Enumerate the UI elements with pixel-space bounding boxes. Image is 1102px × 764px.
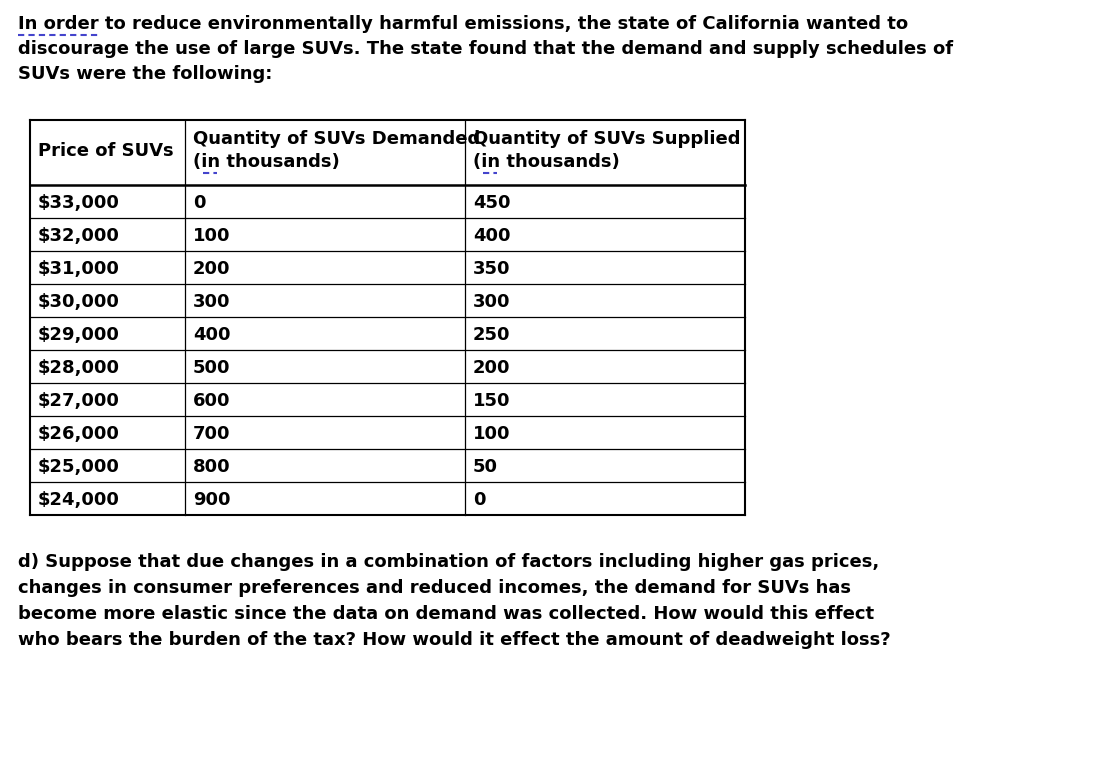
Text: $27,000: $27,000 bbox=[37, 392, 120, 410]
Text: 100: 100 bbox=[473, 425, 510, 443]
Text: (in thousands): (in thousands) bbox=[193, 153, 339, 171]
Text: 200: 200 bbox=[473, 359, 510, 377]
Text: $24,000: $24,000 bbox=[37, 491, 120, 509]
Text: 50: 50 bbox=[473, 458, 498, 476]
Text: 500: 500 bbox=[193, 359, 230, 377]
Text: $30,000: $30,000 bbox=[37, 293, 120, 311]
Text: $29,000: $29,000 bbox=[37, 326, 120, 344]
Text: $28,000: $28,000 bbox=[37, 359, 120, 377]
Text: 900: 900 bbox=[193, 491, 230, 509]
Text: 250: 250 bbox=[473, 326, 510, 344]
Text: 0: 0 bbox=[473, 491, 486, 509]
Text: 400: 400 bbox=[193, 326, 230, 344]
Text: (in thousands): (in thousands) bbox=[473, 153, 619, 171]
Text: Quantity of SUVs Supplied: Quantity of SUVs Supplied bbox=[473, 130, 741, 148]
Text: 0: 0 bbox=[193, 194, 205, 212]
Text: 400: 400 bbox=[473, 227, 510, 245]
Text: 800: 800 bbox=[193, 458, 230, 476]
Text: 300: 300 bbox=[473, 293, 510, 311]
Text: 350: 350 bbox=[473, 260, 510, 278]
Text: 600: 600 bbox=[193, 392, 230, 410]
Text: $33,000: $33,000 bbox=[37, 194, 120, 212]
Text: 200: 200 bbox=[193, 260, 230, 278]
Text: $26,000: $26,000 bbox=[37, 425, 120, 443]
Text: SUVs were the following:: SUVs were the following: bbox=[18, 65, 272, 83]
Text: changes in consumer preferences and reduced incomes, the demand for SUVs has: changes in consumer preferences and redu… bbox=[18, 579, 851, 597]
Text: discourage the use of large SUVs. The state found that the demand and supply sch: discourage the use of large SUVs. The st… bbox=[18, 40, 953, 58]
Text: become more elastic since the data on demand was collected. How would this effec: become more elastic since the data on de… bbox=[18, 605, 874, 623]
Text: Price of SUVs: Price of SUVs bbox=[37, 142, 174, 160]
Text: $25,000: $25,000 bbox=[37, 458, 120, 476]
Text: Quantity of SUVs Demanded: Quantity of SUVs Demanded bbox=[193, 130, 480, 148]
Text: 150: 150 bbox=[473, 392, 510, 410]
Text: d) Suppose that due changes in a combination of factors including higher gas pri: d) Suppose that due changes in a combina… bbox=[18, 553, 879, 571]
Text: 700: 700 bbox=[193, 425, 230, 443]
Text: 100: 100 bbox=[193, 227, 230, 245]
Text: 300: 300 bbox=[193, 293, 230, 311]
Text: In order to reduce environmentally harmful emissions, the state of California wa: In order to reduce environmentally harmf… bbox=[18, 15, 908, 33]
Text: $31,000: $31,000 bbox=[37, 260, 120, 278]
Text: who bears the burden of the tax? How would it effect the amount of deadweight lo: who bears the burden of the tax? How wou… bbox=[18, 631, 890, 649]
Text: 450: 450 bbox=[473, 194, 510, 212]
Text: $32,000: $32,000 bbox=[37, 227, 120, 245]
